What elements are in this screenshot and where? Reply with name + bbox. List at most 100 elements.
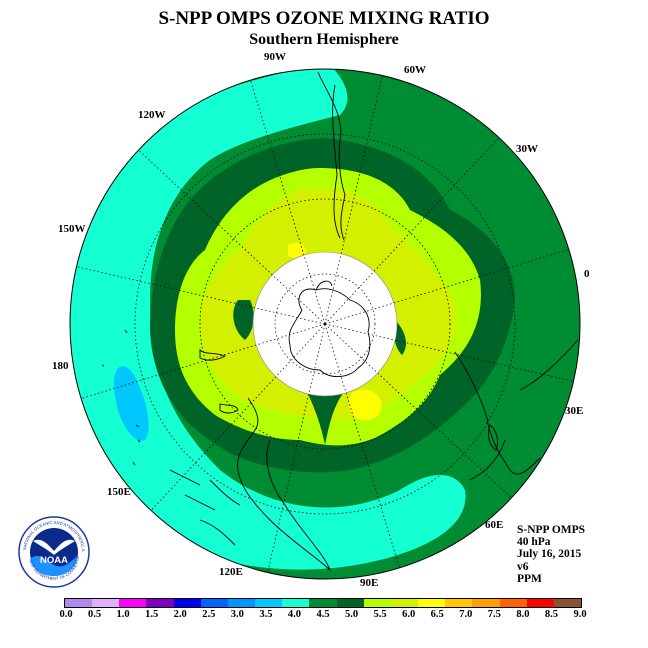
map-boundary xyxy=(69,68,581,580)
colorbar-swatch xyxy=(227,599,256,607)
info-date: July 16, 2015 xyxy=(517,548,582,561)
parallel-circle xyxy=(134,133,516,515)
colorbar-swatch xyxy=(363,599,391,607)
meridian-line xyxy=(150,376,277,511)
lon-label-0: 0 xyxy=(584,268,590,280)
colorbar xyxy=(64,598,582,608)
colorbar-tick-label: 0.0 xyxy=(59,609,73,620)
chart-title: S-NPP OMPS OZONE MIXING RATIO xyxy=(158,8,490,29)
lon-label-30w: 30W xyxy=(516,143,538,155)
south-america-coast xyxy=(317,71,346,241)
colorbar-swatch xyxy=(255,599,283,607)
lon-label-60e: 60E xyxy=(485,519,504,531)
meridian-line xyxy=(377,372,512,499)
colorbar-tick-label: 4.5 xyxy=(316,609,330,620)
colorbar-tick-label: 0.5 xyxy=(87,609,102,620)
colorbar-tick-label: 1.0 xyxy=(116,609,130,620)
colorbar-tick-label: 1.5 xyxy=(145,609,159,620)
madagascar-coast xyxy=(487,424,499,451)
lon-label-120w: 120W xyxy=(138,109,166,121)
meridian-line-inner xyxy=(324,271,375,325)
meridian-line-inner xyxy=(324,323,396,341)
africa-coast xyxy=(454,339,579,481)
lon-label-90w: 90W xyxy=(264,51,286,63)
meridian-line xyxy=(395,339,574,382)
colorbar-swatch xyxy=(526,599,554,607)
info-units: PPM xyxy=(517,572,542,585)
meridian-line xyxy=(340,75,383,254)
lon-label-60w: 60W xyxy=(404,64,426,76)
colorbar-swatch xyxy=(445,599,473,607)
meridian-line-inner xyxy=(275,323,326,377)
colorbar-swatch xyxy=(173,599,201,607)
product-info: S-NPP OMPS 40 hPa July 16, 2015 v6 PPM xyxy=(517,524,585,585)
meridian-line-inner xyxy=(254,307,326,325)
meridian-line xyxy=(81,344,257,399)
meridian-line-inner xyxy=(324,253,342,325)
lon-label-120e: 120E xyxy=(219,566,243,578)
colorbar-swatch xyxy=(282,599,310,607)
meridian-line-inner xyxy=(256,323,326,346)
colorbar-tick-label: 7.0 xyxy=(459,609,473,620)
meridian-line xyxy=(76,266,255,309)
meridian-line-inner xyxy=(303,255,326,325)
colorbar-swatch xyxy=(200,599,228,607)
meridian-line xyxy=(373,137,500,272)
noaa-logo: NOAA NATIONAL OCEANIC AND ATMOSPHERIC AD… xyxy=(17,515,90,588)
colorbar-swatch xyxy=(390,599,419,607)
lon-label-150w: 150W xyxy=(58,223,86,235)
colorbar-swatch xyxy=(472,599,500,607)
meridian-line xyxy=(138,149,273,276)
colorbar-swatch xyxy=(65,599,93,607)
colorbar-tick-label: 3.0 xyxy=(230,609,244,620)
colorbar-tick-label: 4.0 xyxy=(287,609,301,620)
meridian-line-inner xyxy=(308,323,326,395)
colorbar-tick-label: 8.5 xyxy=(544,609,558,620)
pacific-islands xyxy=(101,329,141,466)
colorbar-swatch xyxy=(418,599,446,607)
meridian-line xyxy=(250,80,305,256)
lon-label-30e: 30E xyxy=(565,405,584,417)
meridian-line-inner xyxy=(324,323,347,393)
colorbar-tick-label: 2.5 xyxy=(202,609,216,620)
ozone-max-6.5 xyxy=(348,389,382,421)
south-pole-marker xyxy=(323,322,327,326)
new-zealand-coast xyxy=(199,348,239,414)
lon-label-90e: 90E xyxy=(360,577,379,589)
colorbar-tick-label: 8.0 xyxy=(516,609,530,620)
colorbar-tick-label: 9.0 xyxy=(573,609,587,620)
meridian-line xyxy=(393,249,569,304)
colorbar-swatch xyxy=(119,599,147,607)
colorbar-tick-label: 6.5 xyxy=(430,609,444,620)
noaa-logo-text: NOAA xyxy=(40,555,68,566)
colorbar-tick-label: 7.5 xyxy=(487,609,501,620)
green-notch-west xyxy=(233,300,254,340)
graticule xyxy=(76,75,574,573)
meridian-line xyxy=(345,392,400,568)
info-level: 40 hPa xyxy=(517,536,551,549)
colorbar-tick-label: 6.0 xyxy=(402,609,416,620)
colorbar-swatch xyxy=(336,599,364,607)
colorbar-swatch xyxy=(146,599,174,607)
meridian-line-inner xyxy=(324,302,394,325)
coastlines xyxy=(101,71,579,571)
colorbar-tick-label: 3.5 xyxy=(259,609,273,620)
parallel-circle xyxy=(199,198,451,450)
parallel-circle-inner xyxy=(274,273,376,375)
colorbar-swatch xyxy=(499,599,527,607)
colorbar-ticks: 0.0 0.5 1.0 1.5 2.0 2.5 3.0 3.5 4.0 4.5 5.0 5.5 6.0 6… xyxy=(0,609,648,623)
colorbar-tick-label: 2.0 xyxy=(173,609,187,620)
inner-graticule xyxy=(254,253,396,395)
colorbar-swatch xyxy=(309,599,337,607)
antarctica-outline xyxy=(288,280,371,377)
lon-label-150e: 150E xyxy=(107,486,131,498)
australia-coast xyxy=(237,397,331,571)
chart-subtitle: Southern Hemisphere xyxy=(249,31,399,48)
info-version: v6 xyxy=(517,560,529,573)
green-notch-south xyxy=(300,380,350,445)
ozone-band-3.5-4.0 xyxy=(70,69,466,570)
meridian-line xyxy=(267,394,310,573)
meridian-line-inner xyxy=(272,274,326,325)
info-instrument: S-NPP OMPS xyxy=(517,524,586,536)
indonesia-coast xyxy=(169,469,241,546)
